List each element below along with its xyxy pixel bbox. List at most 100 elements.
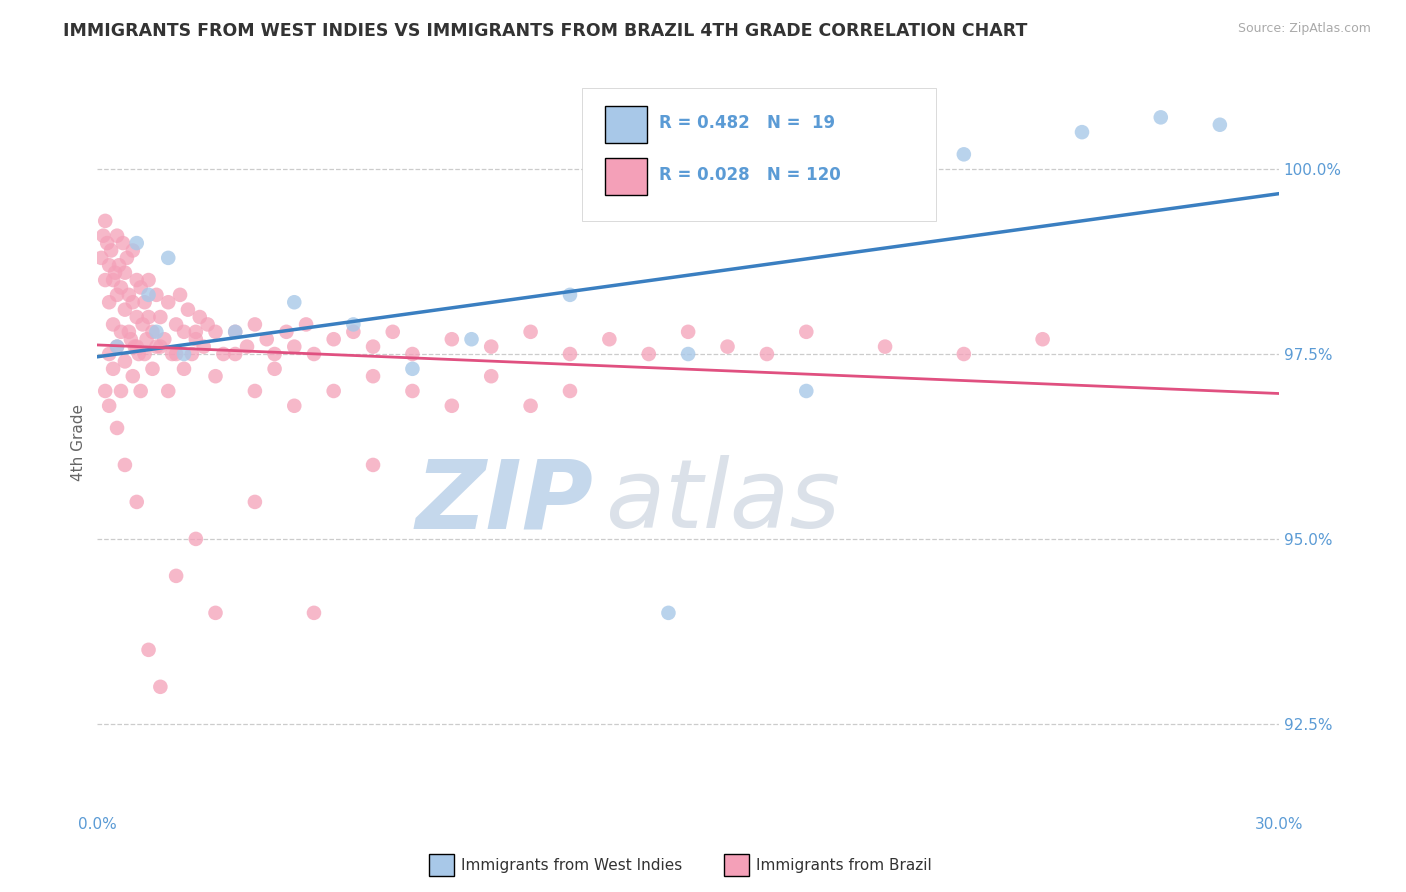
Point [598,332,620,346]
Point [676,347,699,361]
Point [125,236,148,251]
Point [519,325,541,339]
Point [873,340,896,354]
Point [114,302,136,317]
Point [953,347,976,361]
Point [135,332,157,346]
Point [125,273,148,287]
Point [361,369,384,384]
Point [558,288,581,302]
Point [91,228,114,243]
Point [440,332,463,346]
Point [131,318,153,332]
Point [276,325,298,339]
Point [120,332,142,346]
Point [94,273,117,287]
Point [165,569,187,583]
Text: Immigrants from West Indies: Immigrants from West Indies [461,858,682,872]
Point [114,458,136,472]
Point [134,347,156,361]
Point [145,325,167,339]
Point [96,236,118,251]
Point [361,458,384,472]
Point [101,273,124,287]
Point [361,340,384,354]
Point [243,318,266,332]
Point [184,532,207,546]
Point [263,347,285,361]
Point [283,399,305,413]
Point [243,495,266,509]
Point [138,643,160,657]
Point [98,258,121,272]
Point [145,340,167,354]
Point [128,347,150,361]
Point [794,384,817,398]
Point [141,325,163,339]
Point [118,288,141,302]
Point [110,280,132,294]
Point [224,325,246,339]
Point [157,384,180,398]
Point [149,310,172,324]
Point [124,340,146,354]
Point [90,251,112,265]
Point [98,347,121,361]
Point [460,332,482,346]
Point [184,332,207,346]
Point [138,310,160,324]
Point [100,244,122,258]
Point [283,340,305,354]
Point [1071,125,1094,139]
Point [342,318,364,332]
Point [110,384,132,398]
Text: atlas: atlas [606,456,841,549]
Point [953,147,976,161]
Point [94,214,117,228]
Point [165,318,187,332]
Point [794,325,817,339]
Point [105,340,128,354]
Point [129,384,152,398]
Y-axis label: 4th Grade: 4th Grade [72,404,86,482]
Point [558,384,581,398]
Point [204,606,226,620]
Text: ZIP: ZIP [416,456,593,549]
Point [104,266,127,280]
Point [322,384,344,398]
Point [401,384,423,398]
Point [479,369,502,384]
Point [558,347,581,361]
Text: Immigrants from Brazil: Immigrants from Brazil [756,858,932,872]
Point [479,340,502,354]
Point [129,280,152,294]
Point [160,347,183,361]
Point [197,318,219,332]
Point [98,295,121,310]
Point [302,606,325,620]
Point [716,340,738,354]
Point [188,310,211,324]
Point [108,258,131,272]
Point [105,340,128,354]
Point [98,399,121,413]
Point [118,325,141,339]
Point [322,332,344,346]
Point [114,266,136,280]
Point [149,680,172,694]
Point [401,361,423,376]
Point [101,361,124,376]
Point [342,325,364,339]
Point [263,361,285,376]
Point [125,340,148,354]
Point [755,347,778,361]
Point [153,332,176,346]
Point [110,325,132,339]
Point [243,384,266,398]
Point [94,384,117,398]
Point [121,244,143,258]
Point [224,347,246,361]
Point [519,399,541,413]
Point [224,325,246,339]
Point [204,325,226,339]
